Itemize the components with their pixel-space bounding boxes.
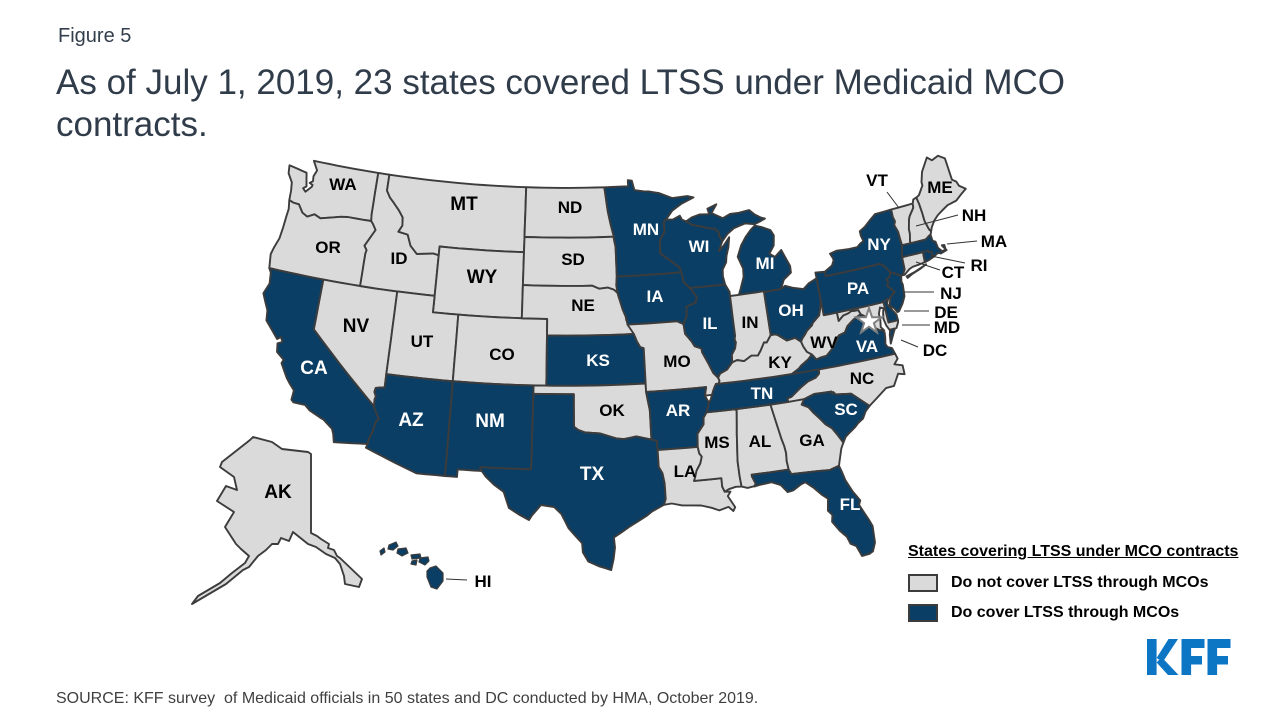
svg-text:OK: OK — [599, 401, 625, 420]
svg-text:TX: TX — [580, 464, 605, 485]
svg-text:AR: AR — [666, 401, 691, 420]
svg-text:ID: ID — [391, 249, 408, 268]
svg-text:NJ: NJ — [940, 284, 962, 303]
svg-text:DC: DC — [923, 341, 948, 360]
svg-text:TN: TN — [751, 384, 774, 403]
svg-text:MN: MN — [633, 220, 659, 239]
svg-text:OH: OH — [778, 301, 804, 320]
svg-text:WA: WA — [329, 175, 356, 194]
svg-text:AL: AL — [749, 432, 772, 451]
svg-text:CO: CO — [489, 345, 515, 364]
svg-text:MA: MA — [981, 232, 1007, 251]
svg-text:NH: NH — [962, 206, 987, 225]
svg-text:IN: IN — [742, 313, 759, 332]
svg-text:MS: MS — [704, 433, 730, 452]
svg-text:WY: WY — [467, 267, 498, 288]
svg-text:HI: HI — [475, 572, 492, 591]
svg-text:UT: UT — [411, 332, 434, 351]
svg-text:CA: CA — [300, 358, 328, 379]
svg-text:CT: CT — [942, 263, 965, 282]
svg-text:ND: ND — [558, 198, 583, 217]
svg-text:AZ: AZ — [398, 410, 424, 431]
svg-text:IA: IA — [647, 287, 664, 306]
svg-text:NM: NM — [475, 411, 505, 432]
svg-text:KY: KY — [768, 353, 792, 372]
svg-text:VA: VA — [856, 337, 878, 356]
svg-text:VT: VT — [866, 171, 888, 190]
svg-text:NC: NC — [850, 369, 875, 388]
svg-text:SC: SC — [834, 400, 858, 419]
svg-text:OR: OR — [315, 238, 341, 257]
svg-text:WV: WV — [810, 333, 838, 352]
svg-text:MT: MT — [450, 194, 478, 215]
svg-text:ME: ME — [927, 178, 953, 197]
svg-text:MD: MD — [934, 318, 960, 337]
svg-text:KS: KS — [586, 351, 610, 370]
svg-text:FL: FL — [840, 495, 861, 514]
svg-text:LA: LA — [674, 462, 697, 481]
svg-text:AK: AK — [264, 482, 292, 503]
svg-text:GA: GA — [799, 431, 825, 450]
svg-text:NY: NY — [867, 235, 891, 254]
svg-text:NE: NE — [571, 296, 595, 315]
svg-text:MI: MI — [756, 254, 775, 273]
svg-text:RI: RI — [971, 256, 988, 275]
svg-text:NV: NV — [343, 316, 370, 337]
svg-text:SD: SD — [561, 250, 585, 269]
svg-text:WI: WI — [689, 237, 710, 256]
svg-text:IL: IL — [702, 314, 717, 333]
svg-text:MO: MO — [663, 352, 690, 371]
svg-text:DE: DE — [934, 303, 958, 322]
svg-text:PA: PA — [847, 279, 869, 298]
